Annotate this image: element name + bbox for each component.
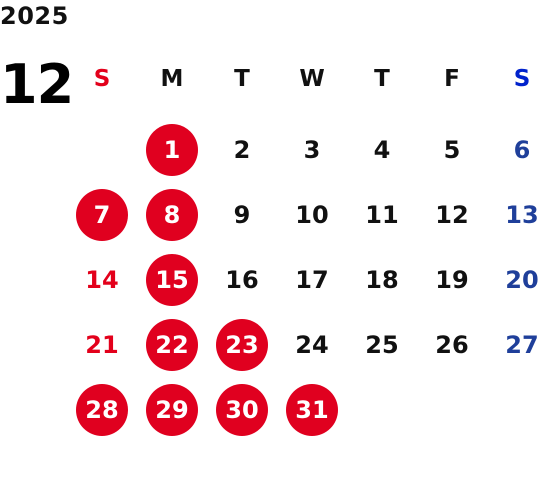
weekday-header-monday: M bbox=[160, 66, 184, 92]
weekday-header-saturday: S bbox=[513, 66, 531, 92]
day-cell-28: 28 bbox=[76, 384, 128, 436]
day-cell-18: 18 bbox=[365, 266, 399, 294]
day-cell-14: 14 bbox=[85, 266, 119, 294]
day-cell-12: 12 bbox=[435, 201, 469, 229]
day-cell-11: 11 bbox=[365, 201, 399, 229]
day-cell-1: 1 bbox=[146, 124, 198, 176]
weekday-header-wednesday: W bbox=[299, 66, 325, 92]
day-cell-6: 6 bbox=[513, 136, 531, 164]
weekday-header-sunday: S bbox=[93, 66, 111, 92]
day-cell-21: 21 bbox=[85, 331, 119, 359]
day-cell-9: 9 bbox=[233, 201, 251, 229]
year-label: 2025 bbox=[0, 2, 69, 30]
day-cell-22: 22 bbox=[146, 319, 198, 371]
day-cell-8: 8 bbox=[146, 189, 198, 241]
day-cell-16: 16 bbox=[225, 266, 259, 294]
day-cell-2: 2 bbox=[233, 136, 251, 164]
day-cell-27: 27 bbox=[505, 331, 539, 359]
day-cell-25: 25 bbox=[365, 331, 399, 359]
day-cell-30: 30 bbox=[216, 384, 268, 436]
day-cell-13: 13 bbox=[505, 201, 539, 229]
day-cell-29: 29 bbox=[146, 384, 198, 436]
day-cell-10: 10 bbox=[295, 201, 329, 229]
day-cell-20: 20 bbox=[505, 266, 539, 294]
weekday-header-tuesday: T bbox=[234, 66, 250, 92]
day-cell-24: 24 bbox=[295, 331, 329, 359]
day-cell-23: 23 bbox=[216, 319, 268, 371]
day-cell-5: 5 bbox=[443, 136, 461, 164]
weekday-header-thursday: T bbox=[374, 66, 390, 92]
day-cell-19: 19 bbox=[435, 266, 469, 294]
day-cell-31: 31 bbox=[286, 384, 338, 436]
day-cell-3: 3 bbox=[303, 136, 321, 164]
weekday-header-friday: F bbox=[444, 66, 460, 92]
day-cell-17: 17 bbox=[295, 266, 329, 294]
day-cell-15: 15 bbox=[146, 254, 198, 306]
day-cell-7: 7 bbox=[76, 189, 128, 241]
day-cell-4: 4 bbox=[373, 136, 391, 164]
day-cell-26: 26 bbox=[435, 331, 469, 359]
month-label: 12 bbox=[0, 53, 74, 116]
